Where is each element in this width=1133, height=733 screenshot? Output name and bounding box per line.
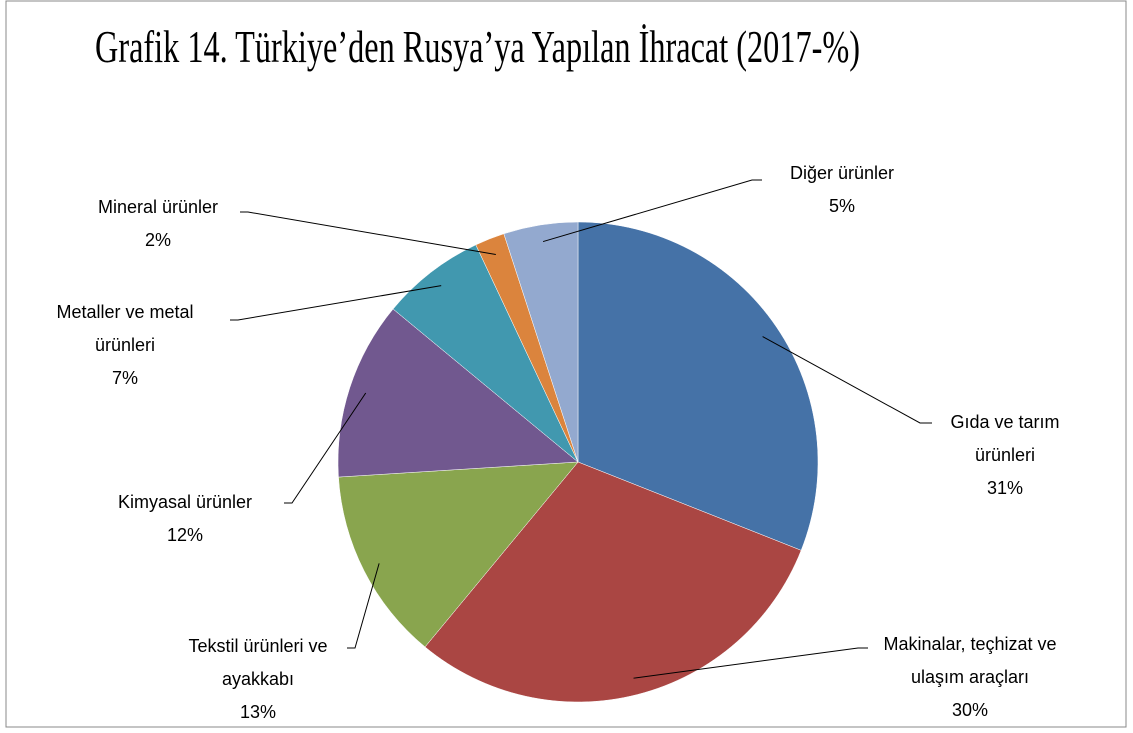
data-label: Mineral ürünler 2% — [48, 191, 268, 257]
value-label: 5% — [828, 196, 855, 216]
category-label: Mineral ürünler — [97, 197, 219, 217]
data-label: Gıda ve tarım ürünleri 31% — [930, 406, 1080, 505]
category-label: Diğer ürünler — [789, 163, 895, 183]
pie-slice — [503, 221, 579, 463]
data-label: Kimyasal ürünler 12% — [75, 486, 295, 552]
data-label: Makinalar, teçhizat ve ulaşım araçları 30… — [875, 628, 1065, 727]
leader-line — [284, 392, 367, 504]
value-label: 2% — [144, 230, 171, 250]
value-label: 13% — [239, 702, 277, 722]
leader-line — [230, 285, 442, 321]
leader-line — [542, 179, 762, 243]
leader-line — [347, 563, 380, 649]
value-label: 31% — [986, 478, 1024, 498]
category-label: Gıda ve tarım ürünleri — [950, 412, 1060, 465]
value-label: 12% — [166, 525, 204, 545]
value-label: 7% — [111, 368, 138, 388]
category-label: Kimyasal ürünler — [117, 492, 253, 512]
data-label: Metaller ve metal ürünleri 7% — [35, 296, 215, 395]
data-label: Diğer ürünler 5% — [732, 157, 952, 223]
leader-line — [633, 647, 868, 679]
category-label: Makinalar, teçhizat ve ulaşım araçları — [883, 634, 1057, 687]
leader-line — [762, 336, 932, 424]
pie-slice — [577, 221, 819, 551]
chart-frame — [5, 0, 1127, 728]
pie-slice — [424, 461, 802, 703]
chart-title: Grafik 14. Türkiye’den Rusya’ya Yapılan … — [95, 21, 860, 72]
value-label: 30% — [951, 700, 989, 720]
category-label: Metaller ve metal ürünleri — [56, 302, 194, 355]
leader-line — [240, 211, 496, 255]
pie-slice — [392, 244, 579, 463]
data-label: Tekstil ürünleri ve ayakkabı 13% — [166, 630, 351, 729]
pie-slice — [337, 308, 579, 478]
pie-slice — [338, 461, 579, 648]
category-label: Tekstil ürünleri ve ayakkabı — [188, 636, 328, 689]
